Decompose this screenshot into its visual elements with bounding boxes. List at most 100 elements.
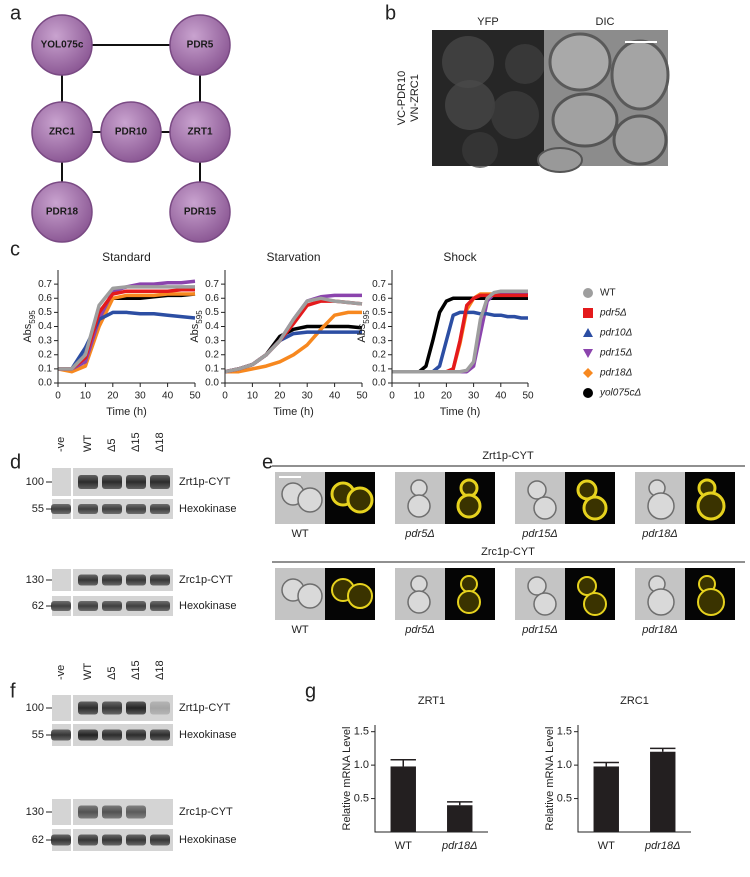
blot-band [78, 475, 98, 489]
strain-label: pdr5Δ [404, 528, 434, 540]
blot-band [126, 475, 146, 489]
y-axis-label-text: Abs [22, 323, 34, 342]
blot-band [78, 601, 98, 611]
node [169, 14, 231, 76]
blot-band [102, 504, 122, 514]
blot-band [51, 729, 71, 741]
y-axis-label: Abs595 [22, 310, 37, 343]
x-tick-label: 40 [495, 391, 507, 402]
group-title: Zrc1p-CYT [481, 546, 535, 558]
x-tick-label: WT [598, 840, 615, 852]
blot-strip [52, 569, 71, 591]
cell [647, 492, 675, 520]
x-tick-label: 0 [55, 391, 61, 402]
lane-label: Δ18 [154, 660, 166, 680]
bar [447, 805, 473, 832]
y-tick-label: 0.2 [38, 349, 52, 360]
y-tick-label: 0.6 [38, 293, 52, 304]
y-tick-label: 0.4 [205, 321, 219, 332]
node-label: YOL075c [41, 40, 84, 51]
lane-label: Δ18 [154, 432, 166, 452]
blot-band [126, 574, 146, 586]
construct-label: VC-PDR10 [396, 71, 408, 125]
legend-label: pdr18Δ [599, 368, 633, 379]
size-marker: 130 [26, 574, 44, 586]
y-tick-label: 0.1 [372, 364, 386, 375]
blot-band [150, 574, 170, 586]
growth-curve [224, 296, 363, 374]
node-label: PDR5 [187, 40, 214, 51]
blot-band [126, 601, 146, 611]
panel-letter: c [10, 238, 20, 260]
size-marker: 130 [26, 806, 44, 818]
legend-marker [583, 349, 593, 358]
cell [527, 576, 547, 596]
y-axis-label-text: Abs [356, 323, 368, 342]
lane-label: -ve [55, 665, 67, 680]
panel-letter: e [262, 451, 273, 473]
y-tick-label: 0.1 [38, 364, 52, 375]
blot-strip [52, 799, 71, 825]
node [169, 181, 231, 243]
growth-curve [58, 310, 196, 371]
blot-strip [73, 569, 173, 591]
x-tick-label: 20 [441, 391, 453, 402]
node-label: ZRC1 [49, 127, 76, 138]
y-tick-label: 0.7 [38, 279, 52, 290]
axis [224, 270, 362, 384]
legend-label: yol075cΔ [599, 388, 641, 399]
legend-marker [583, 328, 593, 337]
cell-fluor [456, 493, 482, 519]
blot-label: Hexokinase [179, 729, 236, 741]
cell-fluor [346, 486, 374, 514]
cell [533, 592, 557, 616]
blot-strip [52, 468, 71, 496]
cell [410, 575, 428, 593]
x-tick-label: 0 [222, 391, 228, 402]
size-marker: 62 [32, 834, 44, 846]
y-axis-label-sub: 595 [362, 310, 371, 324]
blot-label: Zrt1p-CYT [179, 702, 231, 714]
blot-band [102, 805, 122, 819]
blot-strip [73, 499, 173, 519]
growth-curve [392, 289, 528, 374]
strain-label: WT [291, 528, 308, 540]
legend-label: pdr5Δ [599, 308, 627, 319]
node-label: PDR18 [46, 207, 79, 218]
cell-fluor [460, 575, 478, 593]
blot-label: Hexokinase [179, 503, 236, 515]
x-tick-label: pdr18Δ [644, 840, 681, 852]
blot-strip [73, 596, 173, 616]
lane-label: -ve [55, 437, 67, 452]
y-tick-label: 0.4 [372, 321, 386, 332]
y-axis-label-sub: 595 [28, 310, 37, 324]
cell [527, 480, 547, 500]
blot-label: Hexokinase [179, 834, 236, 846]
group-title: Zrt1p-CYT [482, 450, 534, 462]
x-tick-label: 10 [80, 391, 92, 402]
x-axis-label: Time (h) [273, 406, 314, 418]
x-tick-label: WT [395, 840, 412, 852]
panel-letter: d [10, 451, 21, 473]
growth-curve [225, 310, 362, 374]
y-tick-label: 0.5 [205, 307, 219, 318]
growth-curve [57, 292, 195, 374]
y-tick-label: 1.0 [354, 759, 369, 771]
x-axis-label: Time (h) [440, 406, 481, 418]
axis [391, 270, 528, 384]
strain-label: WT [291, 624, 308, 636]
blot-band [102, 701, 122, 715]
lane-label: WT [82, 663, 94, 680]
blot-band [78, 504, 98, 514]
blot-band [78, 574, 98, 586]
blot-band [102, 601, 122, 611]
strain-label: pdr15Δ [521, 528, 558, 540]
y-tick-label: 0.3 [372, 335, 386, 346]
node-label: PDR10 [115, 127, 148, 138]
x-tick-label: 50 [356, 391, 368, 402]
lane-label: WT [82, 435, 94, 452]
y-tick-label: 0.1 [205, 364, 219, 375]
panel-letter: g [305, 680, 316, 702]
lane-label: Δ15 [130, 432, 142, 452]
construct-label: VN-ZRC1 [409, 74, 421, 122]
